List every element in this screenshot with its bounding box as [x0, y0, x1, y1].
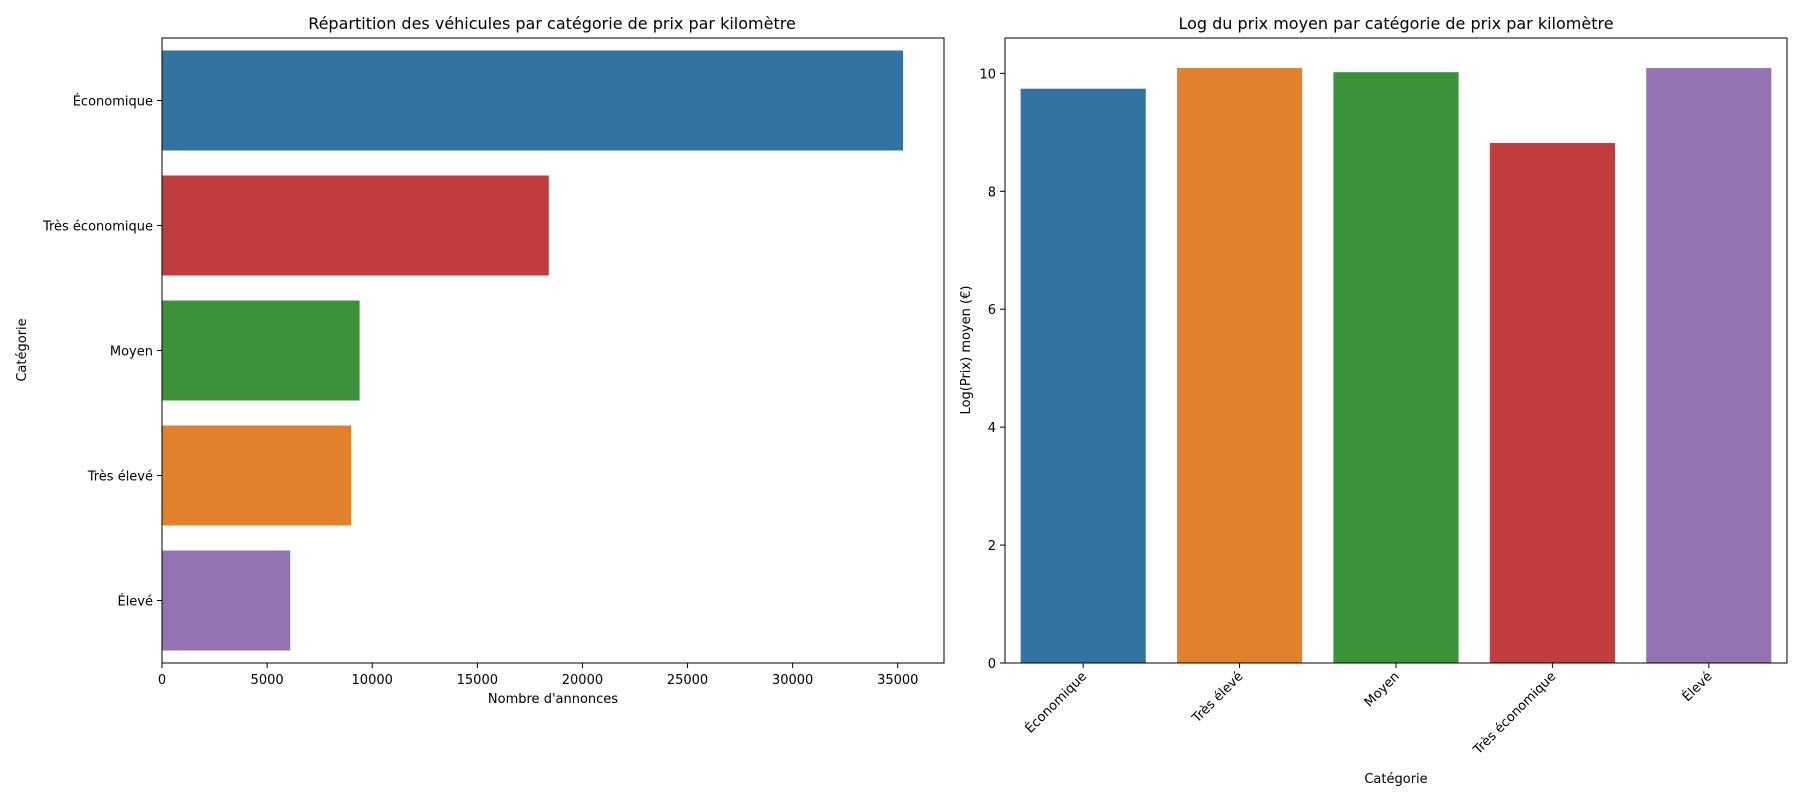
right-bar-eleve: [1646, 68, 1772, 664]
right-y-tick-label: 10: [979, 67, 996, 82]
right-y-tick-label: 8: [988, 185, 996, 200]
left-x-axis-label: Nombre d'annonces: [488, 692, 618, 707]
right-x-tick-label: Très économique: [1470, 669, 1559, 758]
right-y-tick-label: 2: [988, 539, 996, 554]
left-y-tick-label: Élevé: [117, 594, 153, 610]
left-x-ticks: 0 5000 10000 15000 20000 25000 30000 35000: [158, 663, 918, 688]
left-plot-frame: [161, 37, 945, 664]
left-y-tick-label: Économique: [73, 94, 153, 110]
left-y-tick-label: Très élevé: [87, 470, 153, 485]
right-bar-economique: [1020, 88, 1146, 664]
right-y-axis-label: Log(Prix) moyen (€): [959, 286, 974, 415]
left-y-ticks: Économique Très économique Moyen Très élevé…: [42, 94, 162, 610]
left-x-tick-label: 35000: [877, 673, 918, 688]
right-chart-title: Log du prix moyen par catégorie de prix …: [1178, 14, 1613, 33]
left-bars: [162, 50, 904, 651]
left-bar-economique: [162, 50, 904, 151]
left-x-tick-label: 25000: [667, 673, 708, 688]
right-x-tick-label: Moyen: [1362, 669, 1403, 710]
left-y-tick-label: Très économique: [42, 220, 153, 235]
right-x-tick-label: Élevé: [1679, 669, 1715, 705]
right-chart: Log du prix moyen par catégorie de prix …: [959, 14, 1788, 787]
left-bar-eleve: [162, 550, 291, 651]
left-x-tick-label: 10000: [352, 673, 393, 688]
left-bar-moyen: [162, 300, 360, 401]
right-plot-frame: [1004, 37, 1788, 664]
right-y-ticks: 0 2 4 6 8 10: [979, 67, 1005, 672]
left-bar-tres-eleve: [162, 425, 352, 526]
right-bar-tres-eleve: [1177, 68, 1303, 664]
left-bar-tres-economique: [162, 175, 549, 276]
right-bars: [1020, 68, 1772, 664]
left-y-tick-label: Moyen: [110, 345, 153, 360]
left-y-axis-label: Catégorie: [15, 318, 30, 381]
left-chart-title: Répartition des véhicules par catégorie …: [308, 14, 796, 33]
right-x-tick-label: Très élevé: [1189, 669, 1246, 726]
left-x-tick-label: 15000: [457, 673, 498, 688]
right-x-axis-label: Catégorie: [1364, 772, 1427, 787]
right-x-ticks: Économique Très élevé Moyen Très économique…: [1022, 663, 1716, 758]
right-y-tick-label: 4: [988, 421, 996, 436]
right-bar-moyen: [1333, 72, 1459, 663]
left-chart: Répartition des véhicules par catégorie …: [15, 14, 945, 707]
left-x-tick-label: 0: [158, 673, 166, 688]
right-y-tick-label: 6: [988, 303, 996, 318]
left-x-tick-label: 5000: [251, 673, 284, 688]
right-y-tick-label: 0: [988, 657, 996, 672]
right-bar-tres-economique: [1489, 142, 1615, 664]
left-x-tick-label: 20000: [562, 673, 603, 688]
right-x-tick-label: Économique: [1022, 669, 1090, 737]
left-x-tick-label: 30000: [772, 673, 813, 688]
